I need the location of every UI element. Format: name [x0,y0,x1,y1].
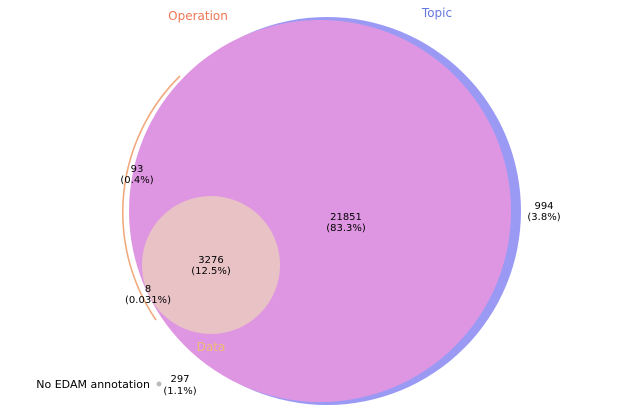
unannotated-marker [156,381,162,387]
region-count-topic-only: 994 [534,201,553,212]
region-percent-operation-topic-data: (12.5%) [191,266,231,277]
unannotated-percent: (1.1%) [163,386,196,397]
data-circle [142,196,280,334]
region-percent-operation-data: (0.031%) [125,295,171,306]
operation-only-rim [121,75,181,321]
region-count-operation-only: 93 [131,164,144,175]
region-count-operation-topic: 21851 [330,212,362,223]
region-count-operation-data: 8 [145,284,151,295]
unannotated-count: 297 [170,374,189,385]
unannotated-label: No EDAM annotation [36,378,150,391]
set-label-data: Data [197,340,226,354]
region-percent-operation-only: (0.4%) [120,175,153,186]
region-count-operation-topic-data: 3276 [198,255,223,266]
region-percent-operation-topic: (83.3%) [326,223,366,234]
set-label-operation: Operation [168,9,228,23]
set-label-topic: Topic [421,6,452,20]
region-percent-topic-only: (3.8%) [527,212,560,223]
